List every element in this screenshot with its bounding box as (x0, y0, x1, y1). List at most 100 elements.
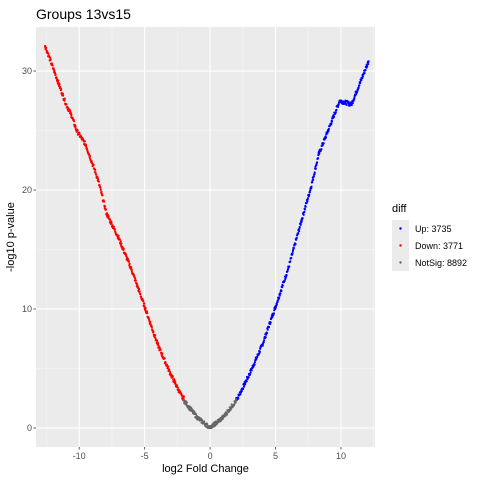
data-point (139, 295, 143, 298)
y-tick-label: 0 (27, 423, 32, 433)
data-point (95, 173, 98, 176)
y-tick-label: 20 (22, 185, 32, 195)
data-point (308, 191, 311, 194)
data-point (367, 63, 370, 66)
data-point (248, 373, 251, 376)
data-point (143, 305, 146, 308)
data-point (112, 225, 115, 228)
data-point (169, 371, 172, 374)
data-point (230, 403, 233, 406)
data-point (130, 266, 133, 269)
data-point (313, 171, 316, 174)
y-tick-label: 30 (22, 66, 32, 76)
data-point (357, 86, 360, 89)
data-point (142, 300, 145, 303)
data-point (361, 77, 364, 80)
data-point (269, 321, 272, 324)
chart-title: Groups 13vs15 (36, 6, 131, 22)
data-point (101, 194, 104, 197)
data-point (264, 333, 268, 336)
data-point (335, 108, 338, 111)
data-point (203, 420, 206, 423)
data-point (94, 168, 97, 172)
series-up (235, 60, 370, 401)
data-point (290, 256, 293, 260)
data-point (247, 376, 250, 379)
data-point (226, 412, 229, 415)
data-point (286, 269, 289, 272)
data-point (175, 384, 179, 387)
data-point (367, 60, 370, 63)
data-point (97, 180, 100, 183)
data-point (52, 67, 55, 70)
data-point (249, 371, 252, 374)
data-point (313, 173, 316, 176)
legend: diff Up: 3735 Down: 3771 NotSig: 8892 (392, 203, 467, 271)
x-tick-label: -10 (73, 451, 86, 461)
data-point (327, 127, 330, 131)
data-point (278, 296, 281, 299)
data-point (358, 84, 361, 87)
data-point (71, 116, 74, 119)
data-point (167, 365, 170, 368)
data-point (306, 200, 309, 203)
data-point (361, 75, 364, 78)
data-point (63, 97, 66, 100)
data-point (294, 243, 297, 246)
data-point (204, 425, 207, 428)
data-point (127, 260, 131, 263)
data-point (274, 305, 277, 308)
data-point (338, 99, 341, 102)
data-point (352, 98, 356, 101)
data-point (287, 266, 290, 269)
data-point (45, 46, 48, 49)
data-point (156, 343, 159, 346)
data-point (311, 181, 314, 184)
data-point (163, 357, 166, 360)
grid-minor (36, 27, 375, 447)
data-point (107, 215, 110, 218)
legend-swatch-down (399, 244, 402, 247)
data-point (253, 361, 257, 364)
data-point (295, 236, 298, 240)
data-point (267, 326, 271, 329)
data-point (138, 290, 141, 293)
data-point (245, 379, 248, 383)
data-point (143, 302, 146, 305)
data-point (289, 260, 292, 263)
data-point (117, 234, 120, 237)
data-point (308, 193, 311, 196)
data-point (185, 401, 188, 404)
data-point (208, 425, 212, 428)
data-point (363, 71, 366, 75)
data-point (265, 331, 269, 335)
data-point (242, 387, 245, 390)
data-point (300, 218, 303, 221)
grid-major (36, 27, 375, 447)
data-point (118, 238, 121, 241)
data-point (278, 294, 281, 297)
data-point (212, 425, 215, 428)
data-point (96, 176, 99, 180)
data-point (43, 44, 47, 48)
data-point (152, 330, 155, 333)
data-point (146, 312, 149, 315)
data-point (312, 175, 315, 178)
data-point (297, 230, 301, 233)
data-point (111, 224, 114, 227)
data-point (74, 125, 77, 128)
data-point (99, 188, 102, 192)
x-tick-label: -5 (141, 451, 149, 461)
data-point (297, 231, 300, 235)
data-point (309, 186, 313, 189)
data-point (271, 316, 274, 319)
data-point (330, 119, 334, 123)
data-point (280, 289, 283, 293)
data-point (182, 399, 186, 402)
data-point (61, 92, 64, 95)
data-point (292, 247, 295, 250)
data-point (99, 186, 102, 189)
data-point (233, 403, 236, 406)
data-point (246, 377, 249, 380)
